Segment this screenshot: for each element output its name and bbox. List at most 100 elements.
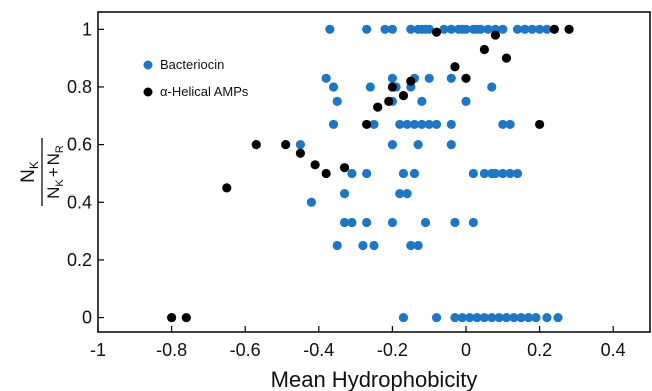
legend: Bacteriocin α-Helical AMPs <box>143 57 249 99</box>
data-point-bacteriocin <box>328 82 339 92</box>
data-point-bacteriocin <box>542 312 552 323</box>
data-point-bacteriocin <box>306 197 317 207</box>
data-point-bacteriocin <box>516 312 526 323</box>
data-point-bacteriocin <box>450 217 460 228</box>
data-point-bacteriocin <box>362 24 372 34</box>
legend-label-bacteriocin: Bacteriocin <box>160 57 224 72</box>
data-point-helical-amp <box>339 163 350 173</box>
data-point-bacteriocin <box>439 24 449 34</box>
data-point-helical-amp <box>479 44 489 55</box>
data-point-bacteriocin <box>387 140 397 150</box>
data-point-bacteriocin <box>398 312 409 323</box>
data-point-bacteriocin <box>398 168 409 179</box>
data-point-helical-amp <box>373 102 383 112</box>
data-point-bacteriocin <box>369 240 379 251</box>
data-point-bacteriocin <box>483 24 493 34</box>
data-point-helical-amp <box>431 27 442 37</box>
data-point-bacteriocin <box>487 82 497 92</box>
data-point-bacteriocin <box>446 24 456 34</box>
y-axis-ticks: 0 0.2 0.4 0.6 0.8 1 <box>67 19 104 328</box>
data-point-bacteriocin <box>479 312 489 323</box>
plot-frame <box>97 11 651 333</box>
data-point-bacteriocin <box>325 24 335 34</box>
x-tick-label: 0 <box>461 340 471 360</box>
data-point-bacteriocin <box>498 168 508 179</box>
data-point-bacteriocin <box>402 119 412 130</box>
legend-marker-bacteriocin <box>143 60 153 70</box>
y-tick-label: 0.4 <box>67 192 92 212</box>
data-point-bacteriocin <box>498 24 508 34</box>
data-point-bacteriocin <box>387 24 397 34</box>
data-point-bacteriocin <box>332 96 342 106</box>
data-point-bacteriocin <box>527 24 537 34</box>
data-point-helical-amp <box>251 140 261 150</box>
data-point-bacteriocin <box>387 217 397 228</box>
data-point-helical-amp <box>501 53 512 63</box>
data-point-bacteriocin <box>413 240 423 251</box>
data-point-bacteriocin <box>395 189 405 199</box>
data-point-bacteriocin <box>321 73 331 83</box>
data-point-helical-amp <box>362 119 372 130</box>
data-point-bacteriocin <box>339 217 350 228</box>
data-point-bacteriocin <box>424 24 434 34</box>
data-point-bacteriocin <box>339 189 350 199</box>
data-point-helical-amp <box>406 76 416 86</box>
x-tick-label: -1 <box>90 340 106 360</box>
data-point-bacteriocin <box>365 82 375 92</box>
data-point-bacteriocin <box>369 119 379 130</box>
data-point-bacteriocin <box>535 24 545 34</box>
data-point-helical-amp <box>564 24 574 34</box>
data-point-bacteriocin <box>446 140 456 150</box>
data-point-bacteriocin <box>431 312 442 323</box>
x-tick-label: -0.6 <box>230 340 261 360</box>
data-point-bacteriocin <box>424 119 434 130</box>
y-title-denominator: NK+NR <box>44 145 66 199</box>
data-point-bacteriocin <box>362 217 372 228</box>
x-tick-label: 0.2 <box>527 340 552 360</box>
data-point-bacteriocin <box>417 119 427 130</box>
data-point-bacteriocin <box>347 217 357 228</box>
data-points <box>167 24 574 323</box>
data-point-helical-amp <box>384 96 394 106</box>
data-point-helical-amp <box>321 168 331 179</box>
data-point-bacteriocin <box>498 119 508 130</box>
data-point-bacteriocin <box>465 312 475 323</box>
x-axis-title: Mean Hydrophobicity <box>271 367 478 391</box>
data-point-bacteriocin <box>490 168 501 179</box>
data-point-helical-amp <box>310 160 320 170</box>
legend-label-helical: α-Helical AMPs <box>160 84 249 99</box>
data-point-bacteriocin <box>358 240 368 251</box>
data-point-bacteriocin <box>380 24 390 34</box>
data-point-bacteriocin <box>406 240 416 251</box>
data-point-bacteriocin <box>487 312 497 323</box>
y-tick-label: 1 <box>82 19 92 39</box>
x-tick-label: -0.2 <box>377 340 408 360</box>
data-point-bacteriocin <box>461 96 471 106</box>
data-point-bacteriocin <box>424 73 434 83</box>
data-point-bacteriocin <box>417 96 427 106</box>
data-point-helical-amp <box>535 119 545 130</box>
data-point-bacteriocin <box>395 119 405 130</box>
data-point-bacteriocin <box>520 24 530 34</box>
data-point-bacteriocin <box>468 217 478 228</box>
data-point-bacteriocin <box>505 119 515 130</box>
data-point-bacteriocin <box>472 312 482 323</box>
y-title-numerator: NK <box>18 161 41 183</box>
data-point-helical-amp <box>450 62 460 72</box>
data-point-bacteriocin <box>413 140 423 150</box>
data-point-bacteriocin <box>406 24 416 34</box>
data-point-bacteriocin <box>431 119 442 130</box>
data-point-bacteriocin <box>328 119 339 130</box>
data-point-bacteriocin <box>387 73 397 83</box>
data-point-bacteriocin <box>446 73 456 83</box>
data-point-bacteriocin <box>420 217 431 228</box>
data-point-helical-amp <box>461 73 471 83</box>
data-point-bacteriocin <box>523 312 534 323</box>
data-point-bacteriocin <box>553 312 563 323</box>
data-point-bacteriocin <box>494 312 504 323</box>
x-axis-ticks: -1 -0.8 -0.6 -0.4 -0.2 0 0.2 0.4 <box>90 326 626 360</box>
y-tick-label: 0.2 <box>67 250 92 270</box>
y-tick-label: 0.6 <box>67 135 92 155</box>
